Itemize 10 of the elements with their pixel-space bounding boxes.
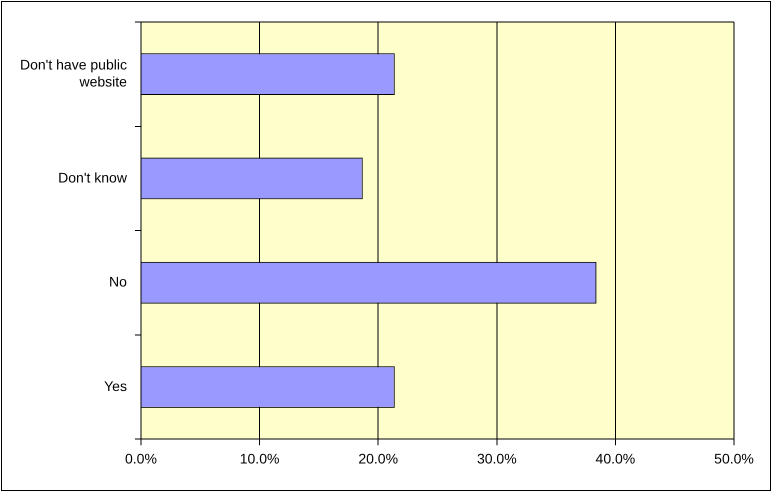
x-tick-label: 40.0% — [596, 450, 636, 466]
y-tick-label: No — [109, 274, 128, 290]
x-tick-label: 30.0% — [476, 450, 517, 466]
y-tick-label: Don't know — [58, 169, 128, 186]
y-tick-label: Yes — [104, 378, 127, 394]
y-tick-label: Don't have public website — [20, 56, 128, 90]
x-tick-label: 10.0% — [240, 450, 280, 466]
x-tick-label: 50.0% — [714, 450, 754, 466]
x-tick-label: 0.0% — [125, 450, 157, 466]
x-tick-label: 20.0% — [358, 450, 398, 466]
